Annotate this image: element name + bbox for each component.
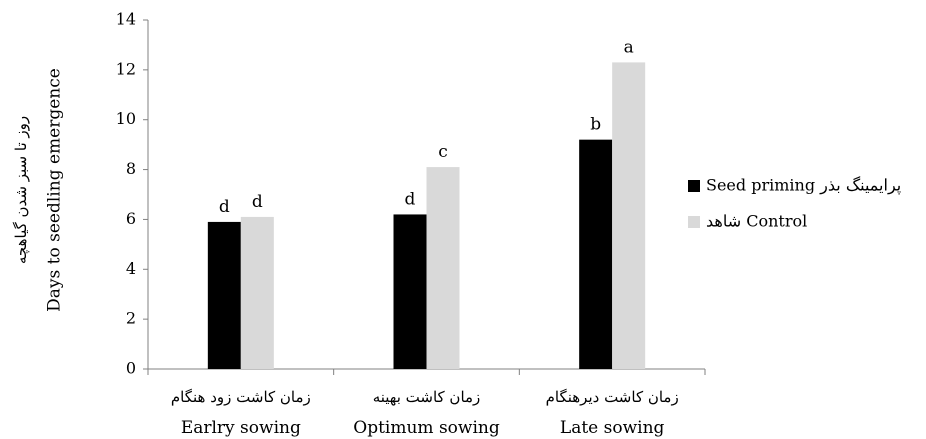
bar xyxy=(612,62,646,369)
legend: Seed priming پرایمینگ بذر شاهد Control xyxy=(688,176,901,231)
data-label: b xyxy=(590,115,601,135)
bar xyxy=(240,216,274,369)
bar-group xyxy=(207,62,646,369)
y-axis-label-en: Days to seedling emergence xyxy=(45,68,65,312)
y-tick-label: 8 xyxy=(126,159,136,178)
y-tick-label: 2 xyxy=(126,309,136,328)
category-label-en: Earlry sowing xyxy=(181,418,301,438)
data-label: d xyxy=(405,189,416,209)
bar xyxy=(426,167,460,369)
x-axis xyxy=(147,368,706,375)
y-tick-label: 10 xyxy=(116,109,136,128)
data-label: a xyxy=(624,37,634,57)
y-tick-label: 12 xyxy=(116,59,136,78)
data-label: c xyxy=(438,142,448,162)
legend-swatch xyxy=(688,216,700,228)
y-axis-label-fa: روز تا سبز شدن گیاهچه xyxy=(12,116,30,264)
legend-label: شاهد Control xyxy=(706,212,807,231)
data-label: d xyxy=(219,197,230,217)
y-axis: 0 2 4 6 8 10 12 14 xyxy=(116,10,149,378)
category-label-fa: زمان کاشت دیرهنگام xyxy=(546,388,679,406)
category-label-en: Optimum sowing xyxy=(353,418,500,438)
y-tick-group: 0 2 4 6 8 10 12 14 xyxy=(116,10,148,378)
x-tick-group xyxy=(147,369,706,375)
category-label-fa: زمان کاشت زود هنگام xyxy=(171,388,311,406)
y-tick-label: 14 xyxy=(116,10,136,29)
bar xyxy=(207,221,241,369)
category-label-en: Late sowing xyxy=(560,418,665,438)
y-tick-label: 0 xyxy=(126,359,136,378)
y-tick-label: 4 xyxy=(126,259,136,278)
y-tick-label: 6 xyxy=(126,209,136,228)
category-label-fa: زمان کاشت بهینه xyxy=(373,388,481,406)
legend-swatch xyxy=(688,180,700,192)
bar xyxy=(579,139,613,369)
data-label-group: d d d c b a xyxy=(219,37,634,217)
data-label: d xyxy=(252,192,263,212)
category-label-group: زمان کاشت زود هنگام Earlry sowing زمان کاش… xyxy=(171,388,679,438)
legend-label: Seed priming پرایمینگ بذر xyxy=(706,176,901,195)
bar xyxy=(393,214,427,369)
